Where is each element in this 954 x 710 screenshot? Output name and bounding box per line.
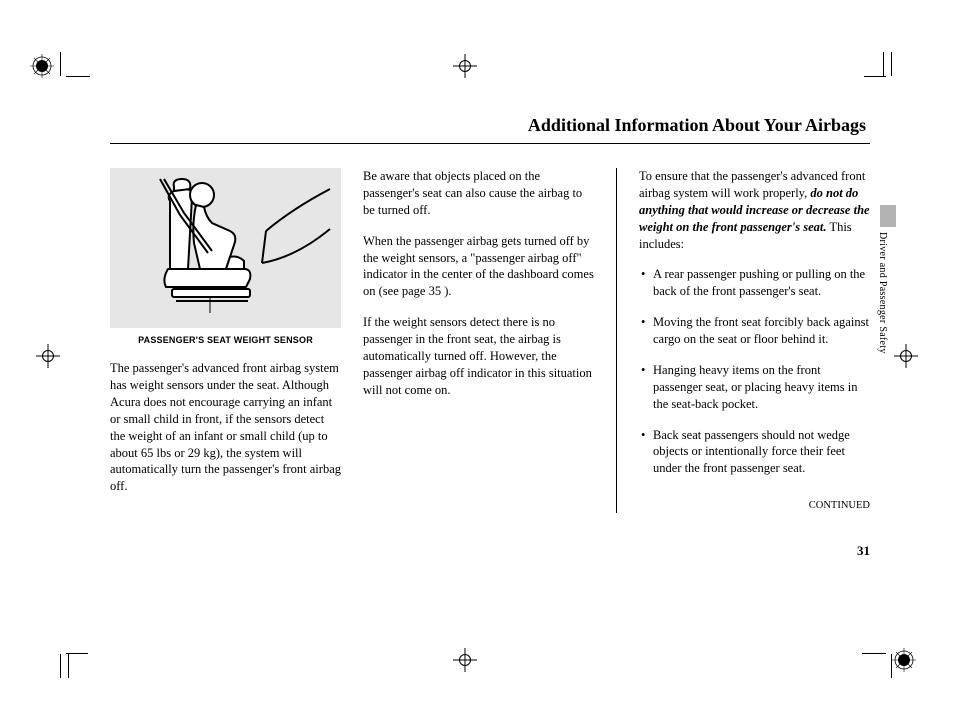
crosshair-bottom <box>453 648 477 672</box>
col2-para3: If the weight sensors detect there is no… <box>363 314 594 398</box>
crop-corner-tl <box>60 46 90 76</box>
crop-corner-tr <box>862 46 892 76</box>
col1-para1: The passenger's advanced front airbag sy… <box>110 360 341 495</box>
col2-para1: Be aware that objects placed on the pass… <box>363 168 594 219</box>
crop-corner-br <box>862 654 892 684</box>
page-number: 31 <box>110 543 870 559</box>
page-title: Additional Information About Your Airbag… <box>110 115 870 144</box>
bullet-item: A rear passenger pushing or pulling on t… <box>639 266 870 300</box>
crosshair-right <box>894 344 918 368</box>
col2-para2: When the passenger airbag gets turned of… <box>363 233 594 301</box>
bullet-item: Moving the front seat forcibly back agai… <box>639 314 870 348</box>
figure-caption: PASSENGER'S SEAT WEIGHT SENSOR <box>110 334 341 346</box>
crosshair-top <box>453 54 477 78</box>
bullet-item: Hanging heavy items on the front passeng… <box>639 362 870 413</box>
crosshair-left <box>36 344 60 368</box>
column-2: Be aware that objects placed on the pass… <box>363 168 594 513</box>
column-1: PASSENGER'S SEAT WEIGHT SENSOR The passe… <box>110 168 341 513</box>
column-divider <box>616 168 617 513</box>
col3-bullets: A rear passenger pushing or pulling on t… <box>639 266 870 477</box>
crop-corner-bl <box>60 654 90 684</box>
section-tab <box>880 205 896 227</box>
text-columns: PASSENGER'S SEAT WEIGHT SENSOR The passe… <box>110 168 870 513</box>
column-3: To ensure that the passenger's advanced … <box>639 168 870 513</box>
page-content: Additional Information About Your Airbag… <box>110 115 870 559</box>
col3-intro: To ensure that the passenger's advanced … <box>639 168 870 252</box>
seat-sensor-illustration <box>110 168 341 328</box>
bullet-item: Back seat passengers should not wedge ob… <box>639 427 870 478</box>
continued-label: CONTINUED <box>639 499 870 513</box>
section-label: Driver and Passenger Safety <box>877 232 888 354</box>
